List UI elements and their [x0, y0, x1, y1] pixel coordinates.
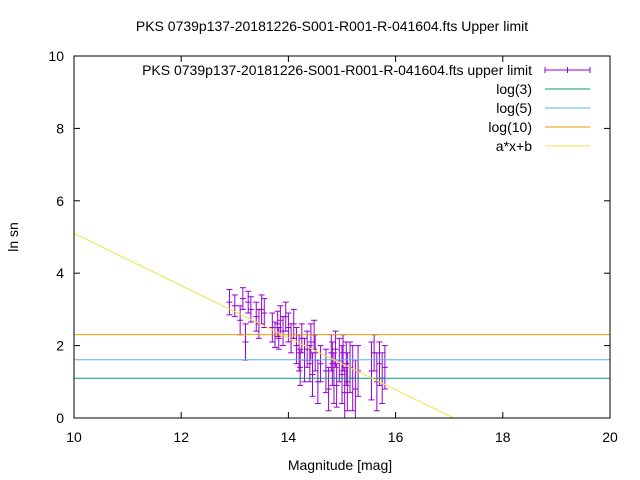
plot-frame — [73, 55, 611, 419]
data-point — [282, 301, 289, 332]
data-point — [247, 296, 254, 323]
data-point — [290, 308, 297, 339]
data-point — [312, 334, 319, 372]
legend-label: log(5) — [496, 100, 532, 116]
data-point — [333, 363, 340, 408]
data-point — [293, 327, 300, 365]
x-tick-label: 12 — [173, 429, 189, 445]
data-point — [261, 298, 268, 328]
data-point — [269, 312, 276, 343]
data-point — [297, 348, 304, 386]
data-point — [226, 288, 233, 316]
data-point — [275, 327, 282, 350]
data-point — [317, 345, 324, 383]
data-point — [381, 345, 388, 390]
series-layer — [74, 232, 610, 418]
data-point — [304, 330, 311, 368]
data-point — [344, 352, 351, 412]
legend-label: log(10) — [488, 119, 532, 135]
data-point — [239, 287, 246, 310]
y-tick-label: 4 — [56, 265, 64, 281]
legend-label: log(3) — [496, 81, 532, 97]
x-tick-label: 10 — [66, 429, 82, 445]
x-tick-label: 14 — [281, 429, 297, 445]
legend: PKS 0739p137-20181226-S001-R001-R-041604… — [142, 62, 591, 154]
data-point — [253, 301, 260, 332]
x-tick-label: 18 — [495, 429, 511, 445]
data-point — [306, 345, 313, 383]
y-axis-label: ln sn — [5, 222, 21, 252]
data-point — [242, 323, 249, 361]
data-point — [332, 330, 339, 368]
legend-label: PKS 0739p137-20181226-S001-R001-R-041604… — [142, 62, 532, 78]
data-point — [322, 348, 329, 394]
data-point — [237, 305, 244, 336]
y-tick-label: 0 — [56, 410, 64, 426]
x-axis-label: Magnitude [mag] — [288, 457, 392, 473]
y-tick-label: 10 — [48, 48, 64, 64]
y-tick-label: 8 — [56, 120, 64, 136]
data-point — [376, 341, 383, 386]
x-tick-label: 16 — [388, 429, 404, 445]
data-point — [231, 294, 238, 318]
x-tick-label: 20 — [602, 429, 618, 445]
data-point — [258, 294, 265, 325]
data-point — [339, 345, 345, 405]
chart-title: PKS 0739p137-20181226-S001-R001-R-041604… — [136, 18, 528, 34]
y-tick-label: 2 — [56, 338, 64, 354]
data-point — [325, 366, 332, 412]
legend-label: a*x+b — [496, 138, 532, 154]
y-tick-label: 6 — [56, 193, 64, 209]
fit-line — [74, 232, 455, 418]
